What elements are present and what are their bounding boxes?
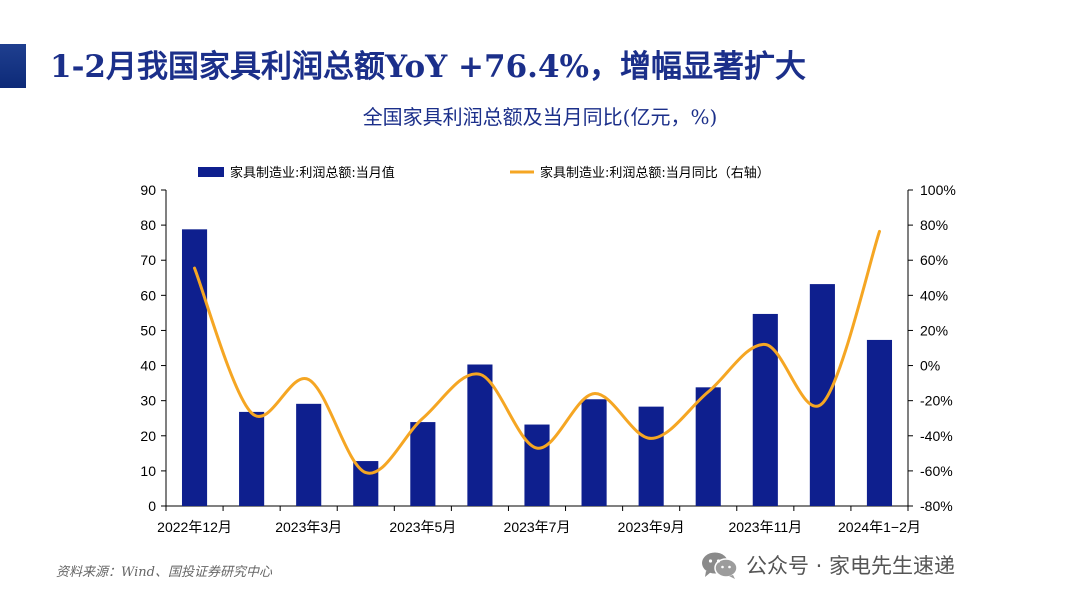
y-right-tick-label: 40% bbox=[920, 287, 948, 303]
source-note: 资料来源：Wind、国投证券研究中心 bbox=[56, 565, 272, 580]
y-left-tick-label: 50 bbox=[140, 322, 156, 338]
y-right-tick-label: -40% bbox=[920, 428, 953, 444]
bar bbox=[181, 229, 208, 506]
bar bbox=[467, 364, 493, 506]
wechat-icon bbox=[702, 552, 738, 579]
y-right-tick-label: 60% bbox=[920, 252, 948, 268]
x-tick-label: 2023年9月 bbox=[618, 519, 685, 535]
bar bbox=[752, 313, 778, 506]
bar bbox=[410, 422, 436, 506]
bar bbox=[581, 399, 607, 506]
x-tick-label: 2023年11月 bbox=[728, 519, 802, 535]
y-left-tick-label: 60 bbox=[140, 287, 156, 303]
bar bbox=[296, 403, 322, 506]
y-left-tick-label: 40 bbox=[140, 358, 156, 374]
y-left-tick-label: 30 bbox=[140, 393, 156, 409]
y-right-tick-label: 0% bbox=[920, 358, 940, 374]
bar bbox=[695, 387, 721, 506]
legend-label-bar: 家具制造业:利润总额:当月值 bbox=[230, 165, 395, 181]
y-right-tick-label: 100% bbox=[920, 182, 956, 198]
y-right-tick-label: -60% bbox=[920, 463, 953, 479]
legend-bar-swatch bbox=[198, 167, 224, 177]
bar-series bbox=[181, 229, 893, 506]
page-title: 1-2月我国家具利润总额YoY +76.4%，增幅显著扩大 bbox=[50, 49, 806, 85]
x-tick-label: 2022年12月 bbox=[157, 519, 232, 535]
line-series bbox=[193, 229, 881, 475]
y-left-tick-label: 90 bbox=[140, 182, 156, 198]
watermark-text: 公众号 · 家电先生速递 bbox=[746, 554, 956, 578]
bar bbox=[866, 339, 893, 506]
chart-title: 全国家具利润总额及当月同比(亿元，%) bbox=[362, 105, 718, 129]
title-accent-bar bbox=[0, 44, 26, 88]
y-left-tick-label: 70 bbox=[140, 252, 156, 268]
watermark: 公众号 · 家电先生速递 bbox=[700, 547, 955, 583]
y-left-tick-label: 0 bbox=[148, 498, 156, 514]
x-tick-label: 2023年3月 bbox=[275, 519, 342, 535]
bar bbox=[353, 461, 379, 506]
bar bbox=[638, 406, 664, 506]
y-left-tick-label: 80 bbox=[140, 217, 156, 233]
x-tick-label: 2023年5月 bbox=[389, 519, 456, 535]
x-tick-label: 2024年1−2月 bbox=[838, 519, 921, 535]
y-left-tick-label: 20 bbox=[140, 428, 156, 444]
y-right-tick-label: 20% bbox=[920, 322, 948, 338]
legend-label-line: 家具制造业:利润总额:当月同比（右轴） bbox=[540, 165, 770, 181]
x-tick-label: 2023年7月 bbox=[504, 519, 571, 535]
bar bbox=[239, 411, 265, 506]
y-left-tick-label: 10 bbox=[140, 463, 156, 479]
bar bbox=[524, 424, 550, 506]
y-right-tick-label: -20% bbox=[920, 393, 953, 409]
y-right-tick-label: -80% bbox=[920, 498, 953, 514]
bar bbox=[809, 284, 835, 506]
yoy-line bbox=[193, 229, 881, 475]
combo-chart: 家具制造业:利润总额:当月值 家具制造业:利润总额:当月同比（右轴） 0 10 20… bbox=[140, 165, 956, 535]
legend: 家具制造业:利润总额:当月值 家具制造业:利润总额:当月同比（右轴） bbox=[198, 165, 770, 181]
y-right-tick-label: 80% bbox=[920, 217, 948, 233]
